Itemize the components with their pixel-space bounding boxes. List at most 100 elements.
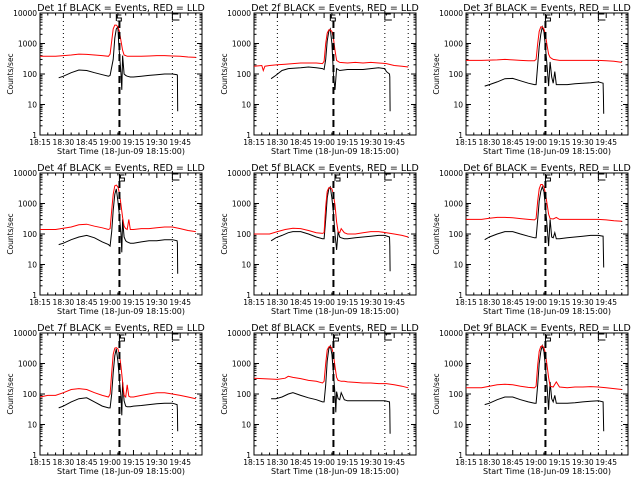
chart-panel-3: Det 3f BLACK = Events, RED = LLD 1 10 100 10… [432,3,631,156]
x-tick-label: 19:00 [525,458,547,467]
y-tick-label: 10000 [227,9,251,18]
x-tick-label: 18:15 [29,458,51,467]
x-tick-label: 18:45 [502,458,524,467]
chart-panel-6: Det 6f BLACK = Events, RED = LLD 1 10 100 10… [432,163,631,316]
y-axis-label: Counts/sec [220,53,229,94]
x-tick-label: 19:00 [99,458,121,467]
y-tick-label: 10000 [227,169,251,178]
end-marker-e [597,171,606,181]
x-tick-label: 18:45 [76,298,98,307]
series-line-events [271,344,391,434]
y-tick-label: 1 [458,291,463,300]
series-line-lld [40,184,196,233]
y-tick-label: 100 [449,390,464,399]
end-marker-e [384,331,392,341]
y-tick-label: 10 [453,101,463,110]
x-tick-label: 19:45 [383,298,405,307]
y-tick-label: 1 [246,291,251,300]
end-marker-e [171,11,180,21]
chart-panel-1: Det 1f BLACK = Events, RED = LLD 1 10 100 10… [6,3,205,156]
x-tick-label: 19:30 [360,458,382,467]
y-tick-label: 10000 [13,169,37,178]
y-tick-label: 10000 [439,9,463,18]
x-tick-label: 19:00 [313,298,335,307]
chart-title: Det 3f BLACK = Events, RED = LLD [463,3,631,14]
y-tick-label: 10 [241,421,251,430]
series-line-lld [253,345,409,389]
series-line-lld [253,29,409,73]
x-tick-label: 19:15 [123,298,145,307]
x-tick-label: 18:30 [53,138,75,147]
x-tick-label: 18:15 [29,298,51,307]
y-tick-label: 1000 [444,200,463,209]
start-marker-s [334,174,341,182]
y-tick-label: 1 [32,131,37,140]
x-tick-label: 18:15 [455,138,477,147]
y-tick-label: 10000 [13,9,37,18]
x-tick-label: 18:30 [479,138,501,147]
plot-frame [465,332,629,456]
series-line-lld [254,187,409,238]
x-tick-label: 19:45 [383,458,405,467]
y-tick-label: 10 [27,261,37,270]
y-tick-label: 10 [27,101,37,110]
series-line-events [58,348,179,432]
series-line-lld [466,184,622,222]
x-tick-label: 18:30 [53,298,75,307]
y-tick-label: 1 [246,131,251,140]
x-tick-label: 19:15 [549,298,571,307]
x-axis-label: Start Time (18-Jun-09 18:15:00) [57,307,185,316]
x-tick-label: 19:45 [169,458,191,467]
series-line-events [270,27,391,112]
y-tick-label: 1000 [18,40,37,49]
x-tick-label: 18:30 [479,298,501,307]
chart-panel-7: Det 7f BLACK = Events, RED = LLD 1 10 100 10… [6,323,205,476]
y-tick-label: 1 [32,451,37,460]
x-tick-label: 18:45 [76,138,98,147]
y-tick-label: 1 [458,131,463,140]
chart-panel-5: Det 5f BLACK = Events, RED = LLD 1 10 100 10… [220,163,419,316]
y-tick-label: 100 [237,70,252,79]
chart-title: Det 2f BLACK = Events, RED = LLD [251,3,419,14]
x-axis-label: Start Time (18-Jun-09 18:15:00) [483,467,611,476]
x-tick-label: 18:15 [29,138,51,147]
series-line-events [58,25,179,112]
series-line-lld [466,345,622,390]
y-tick-label: 10000 [13,329,37,338]
y-tick-label: 1000 [18,360,37,369]
end-marker-e [384,11,392,21]
x-tick-label: 19:00 [99,298,121,307]
y-tick-label: 10000 [439,169,463,178]
x-tick-label: 18:45 [290,298,312,307]
y-tick-label: 100 [237,230,252,239]
y-tick-label: 1 [32,291,37,300]
y-tick-label: 10 [453,261,463,270]
start-marker-s [544,334,551,342]
start-marker-s [118,174,125,182]
x-tick-label: 18:45 [502,138,524,147]
x-tick-label: 19:30 [572,138,594,147]
x-axis-label: Start Time (18-Jun-09 18:15:00) [483,307,611,316]
x-tick-label: 19:15 [337,298,359,307]
x-tick-label: 19:00 [99,138,121,147]
start-marker-s [118,334,125,342]
series-line-events [270,185,391,272]
x-tick-label: 18:45 [76,458,98,467]
x-tick-label: 19:30 [146,138,168,147]
series-line-events [484,343,605,432]
y-tick-label: 1 [458,451,463,460]
start-marker-s [544,14,551,22]
y-axis-label: Counts/sec [432,373,441,414]
x-tick-label: 19:30 [360,138,382,147]
plot-frame [465,12,629,136]
y-tick-label: 1000 [444,360,463,369]
x-tick-label: 18:15 [455,298,477,307]
x-tick-label: 18:30 [267,298,289,307]
x-tick-label: 18:30 [53,458,75,467]
end-marker-e [171,171,180,181]
x-tick-label: 18:15 [243,138,265,147]
y-axis-label: Counts/sec [432,53,441,94]
y-tick-label: 100 [237,390,252,399]
chart-title: Det 1f BLACK = Events, RED = LLD [37,3,205,14]
y-tick-label: 10 [453,421,463,430]
